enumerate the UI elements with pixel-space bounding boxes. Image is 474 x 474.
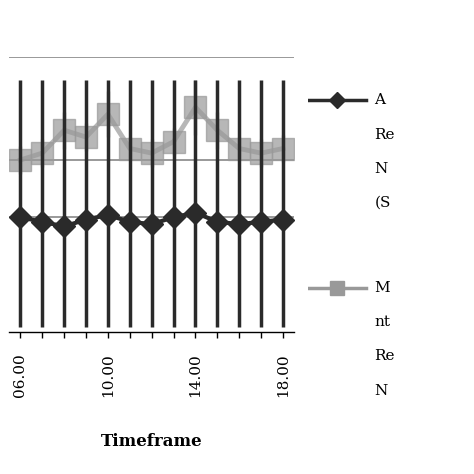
Text: M: M [374,281,390,295]
Text: A: A [374,93,385,108]
Text: 14.00: 14.00 [189,354,202,397]
Text: Re: Re [374,128,395,142]
Text: 06.00: 06.00 [13,354,27,397]
Text: 18.00: 18.00 [276,354,290,397]
Text: (S: (S [374,196,391,210]
Text: 10.00: 10.00 [101,354,115,397]
Text: Re: Re [374,349,395,364]
Text: nt: nt [374,315,391,329]
Text: N: N [374,162,388,176]
Text: Timeframe: Timeframe [101,433,202,450]
Text: N: N [374,383,388,398]
